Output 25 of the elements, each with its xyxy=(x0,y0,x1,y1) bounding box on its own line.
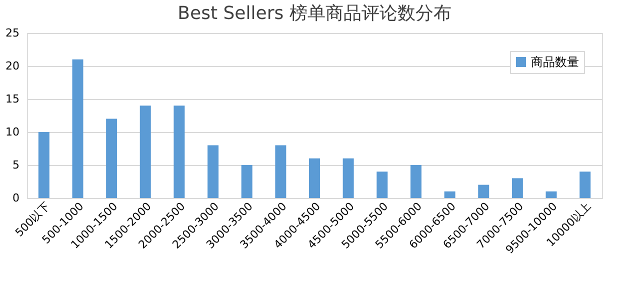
bar xyxy=(106,118,118,198)
y-tick-label: 20 xyxy=(6,60,20,72)
bar xyxy=(140,106,151,198)
bar xyxy=(342,158,354,198)
bar xyxy=(38,132,50,198)
bar xyxy=(512,178,523,198)
bar xyxy=(478,184,490,198)
bar xyxy=(376,172,388,198)
bar xyxy=(444,191,456,198)
bar xyxy=(309,158,320,198)
bar xyxy=(208,145,219,198)
legend-label: 商品数量 xyxy=(531,55,579,69)
y-tick-label: 0 xyxy=(12,192,20,204)
bar xyxy=(275,145,286,198)
bar xyxy=(580,172,591,198)
chart-title: Best Sellers 榜单商品评论数分布 xyxy=(178,3,452,24)
bar xyxy=(174,106,185,198)
bar xyxy=(410,165,422,198)
y-tick-label: 15 xyxy=(6,92,20,106)
y-tick-label: 25 xyxy=(6,26,20,40)
y-tick-label: 5 xyxy=(12,158,20,172)
y-tick-label: 10 xyxy=(6,126,20,138)
bar xyxy=(546,191,557,198)
bar xyxy=(241,165,252,198)
bar xyxy=(72,59,84,198)
